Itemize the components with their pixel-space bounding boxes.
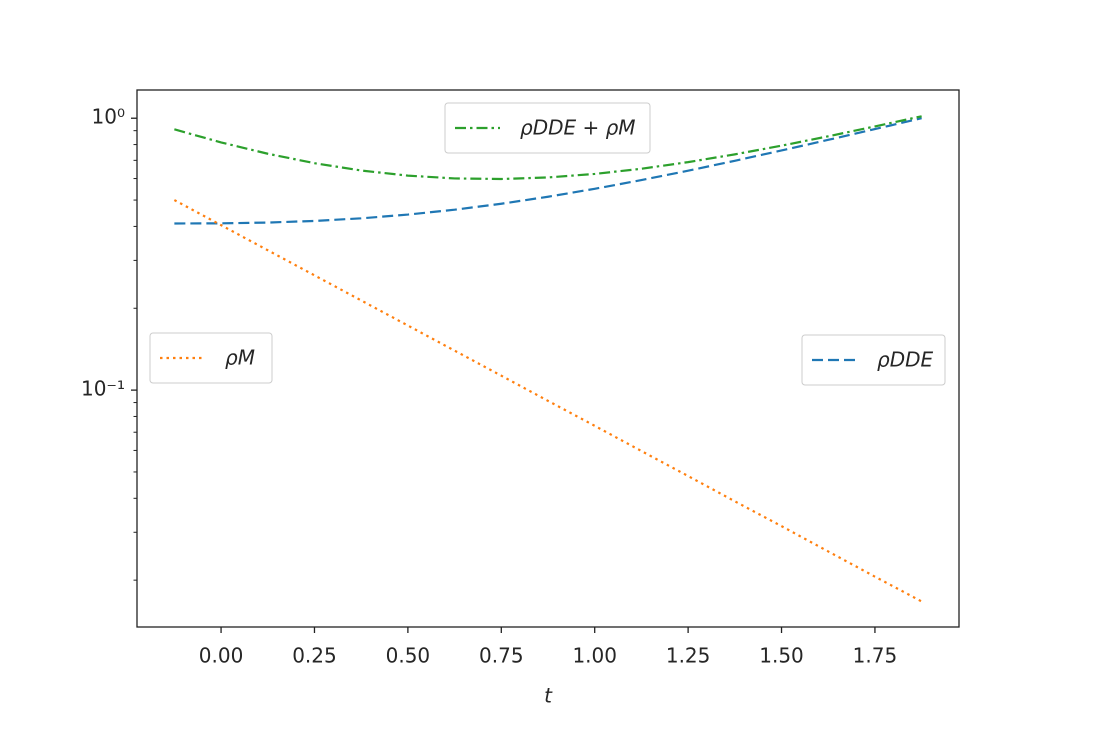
legend-box bbox=[444, 102, 651, 154]
x-tick-label: 0.25 bbox=[292, 644, 337, 668]
x-tick-label: 0.50 bbox=[386, 644, 431, 668]
y-tick-label: 10⁰ bbox=[92, 105, 125, 129]
x-tick-label: 1.50 bbox=[759, 644, 804, 668]
x-tick-label: 1.25 bbox=[666, 644, 711, 668]
x-tick-label: 0.00 bbox=[199, 644, 244, 668]
series-line bbox=[174, 117, 922, 225]
x-tick-label: 1.75 bbox=[853, 644, 898, 668]
legend: ρM bbox=[149, 332, 273, 384]
series-line bbox=[173, 199, 923, 603]
series-line bbox=[174, 115, 922, 181]
legend: ρDDE bbox=[801, 334, 946, 386]
legend-box bbox=[801, 334, 946, 386]
legend-label: ρDDE + ρM bbox=[520, 116, 636, 140]
legend-label: ρM bbox=[225, 346, 255, 370]
x-tick-label: 0.75 bbox=[479, 644, 524, 668]
legend-label: ρDDE bbox=[877, 348, 933, 372]
legend: ρDDE + ρM bbox=[444, 102, 651, 154]
x-axis-label: t bbox=[544, 684, 553, 708]
y-tick-label: 10⁻¹ bbox=[81, 377, 125, 401]
legend-box bbox=[149, 332, 273, 384]
x-tick-label: 1.00 bbox=[572, 644, 617, 668]
